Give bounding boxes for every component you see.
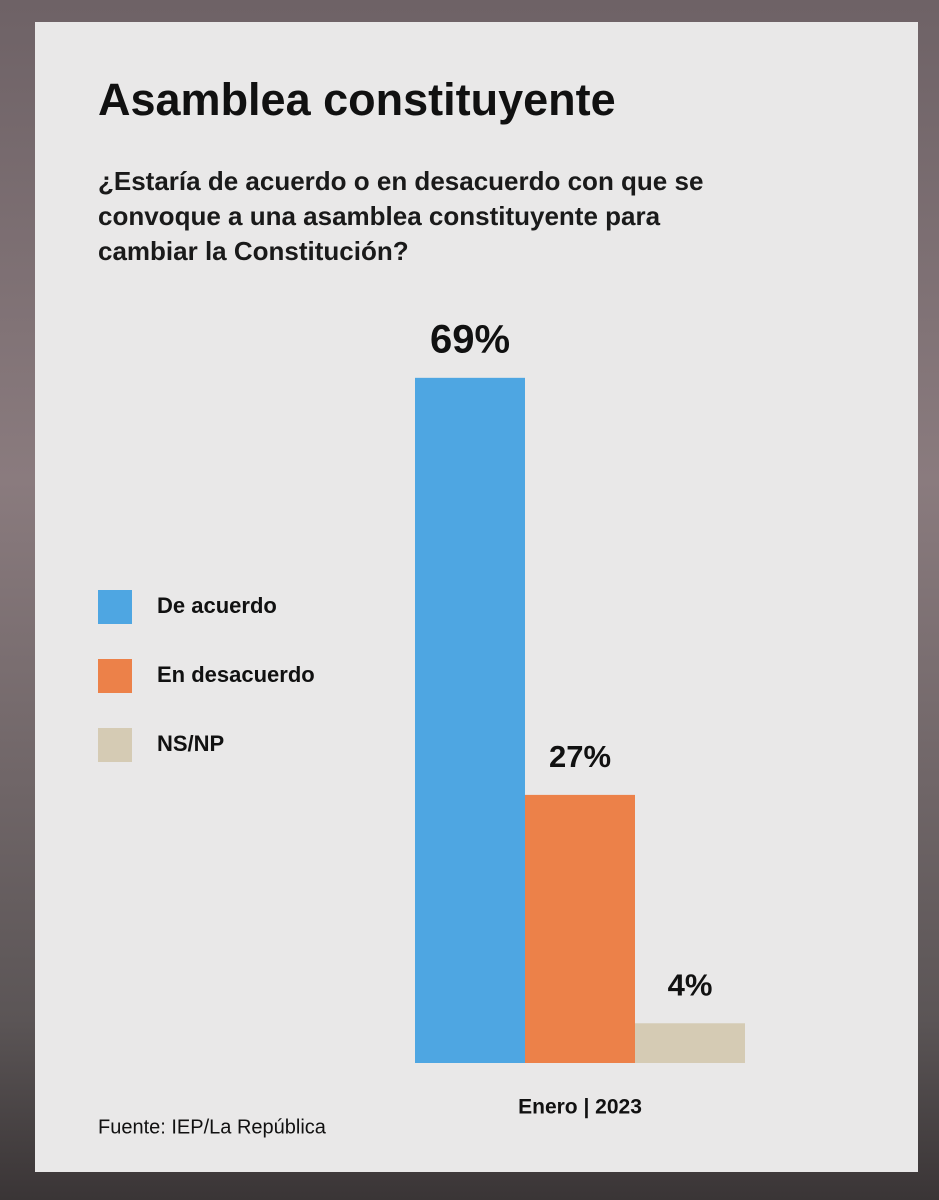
x-tick-label: Enero | 2023 [518,1096,642,1119]
bar [525,794,635,1063]
legend-label: En desacuerdo [157,662,315,687]
legend-swatch [98,590,132,624]
chart-title: Asamblea constituyente [98,74,616,125]
legend-swatch [98,659,132,693]
value-label: 27% [549,739,611,774]
bar [415,377,525,1064]
legend-label: De acuerdo [157,593,277,618]
legend-swatch [98,728,132,762]
value-label: 69% [430,317,510,361]
bar [635,1023,745,1063]
value-label: 4% [668,967,713,1002]
legend-label: NS/NP [157,731,224,756]
chart-subtitle: ¿Estaría de acuerdo o en desacuerdo con … [98,166,704,266]
source: Fuente: IEP/La República [98,1116,327,1138]
